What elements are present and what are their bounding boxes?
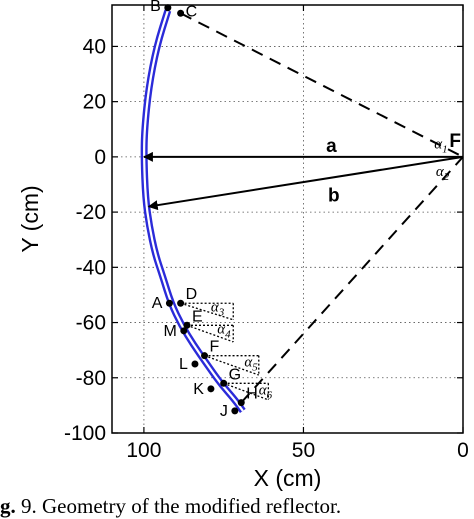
point-B (164, 4, 172, 12)
focus-vectors: a b F (142, 131, 464, 211)
focus-label: F (449, 131, 461, 152)
caption-prefix: g. (0, 494, 16, 518)
grid-lines (112, 5, 463, 433)
point-label-L: L (179, 356, 188, 373)
edge-ray (240, 156, 464, 404)
reflector-points: B C D A EM F L G K H J (150, 0, 258, 420)
point-G (220, 379, 228, 387)
angle-label-2: α2 (436, 164, 450, 183)
point-label-M: M (163, 323, 176, 340)
point-K (207, 385, 215, 393)
y-axis-label: Y (cm) (17, 185, 43, 252)
y-tick-label: -100 (64, 422, 106, 445)
point-E (183, 321, 191, 329)
angle-label-3: α3 (211, 300, 225, 319)
x-axis-label: X (cm) (254, 465, 322, 491)
point-label-E: E (192, 308, 203, 325)
plot-frame (111, 4, 464, 434)
angle-label-1: α1 (434, 137, 447, 156)
edge-rays (180, 12, 464, 404)
angle-label-4: α4 (217, 322, 231, 341)
y-tick-label: 20 (83, 91, 106, 114)
point-label-J: J (220, 403, 228, 420)
point-label-C: C (186, 3, 198, 20)
reflector-outer (140, 9, 246, 413)
caption-text: 9. Geometry of the modified reflector. (15, 494, 342, 518)
point-label-D: D (186, 286, 198, 303)
figure-caption: g. 9. Geometry of the modified reflector… (0, 494, 474, 519)
point-label-K: K (193, 381, 204, 398)
point-label-A: A (152, 295, 163, 312)
vector-b (147, 155, 464, 211)
point-label-F: F (210, 339, 220, 356)
y-tick-label: -20 (76, 201, 106, 224)
point-label-B: B (150, 0, 161, 15)
vector-label-a: a (326, 136, 337, 157)
x-tick-label: 50 (292, 439, 315, 462)
x-tick-label: 100 (126, 439, 161, 462)
fan-bottom-line (186, 324, 234, 343)
fan-bottom-line (180, 302, 234, 321)
vector-label-b: b (328, 186, 340, 207)
point-C (177, 9, 185, 17)
y-tick-label: -80 (76, 367, 106, 390)
x-tick-label: 0 (457, 439, 469, 462)
reflector-curve (140, 9, 246, 413)
point-A (165, 299, 173, 307)
point-label-H: H (246, 386, 258, 403)
axis-ticks: 100 50 0 40 20 0 -20 -40 -60 -80 -100 (64, 5, 469, 462)
point-label-G: G (229, 366, 241, 383)
y-tick-label: 40 (83, 35, 106, 58)
point-F (201, 352, 209, 360)
point-L (191, 360, 199, 368)
edge-ray (180, 12, 464, 158)
angle-label-6: α6 (259, 382, 273, 401)
reflector-gap (143, 10, 244, 412)
point-M (180, 327, 188, 335)
y-tick-label: -40 (76, 256, 106, 279)
y-tick-label: -60 (76, 312, 106, 335)
point-J (231, 407, 239, 415)
y-tick-label: 0 (94, 146, 106, 169)
point-H (237, 399, 245, 407)
fan-bottom-line (204, 355, 260, 376)
sector-fans (180, 302, 270, 401)
point-D (177, 299, 185, 307)
